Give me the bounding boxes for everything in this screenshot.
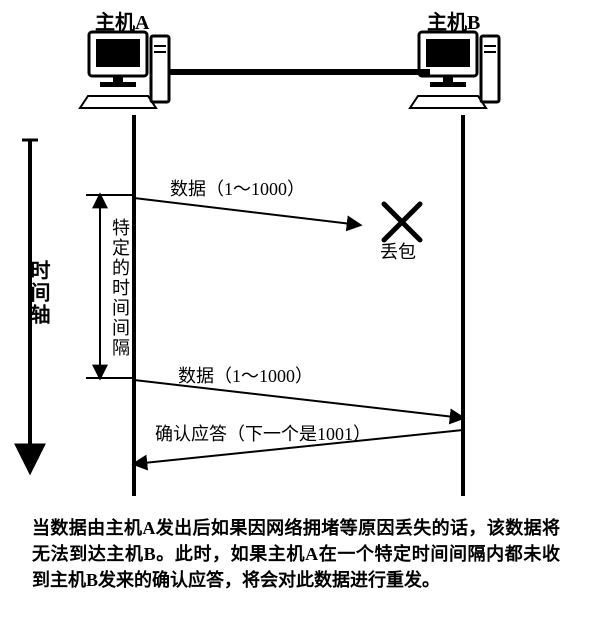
diagram-svg bbox=[0, 0, 590, 635]
diagram-stage: 主机A 主机B 时间轴 特定的时间间隔 数据（1～1000） 丢包 数据（1～1… bbox=[0, 0, 590, 635]
